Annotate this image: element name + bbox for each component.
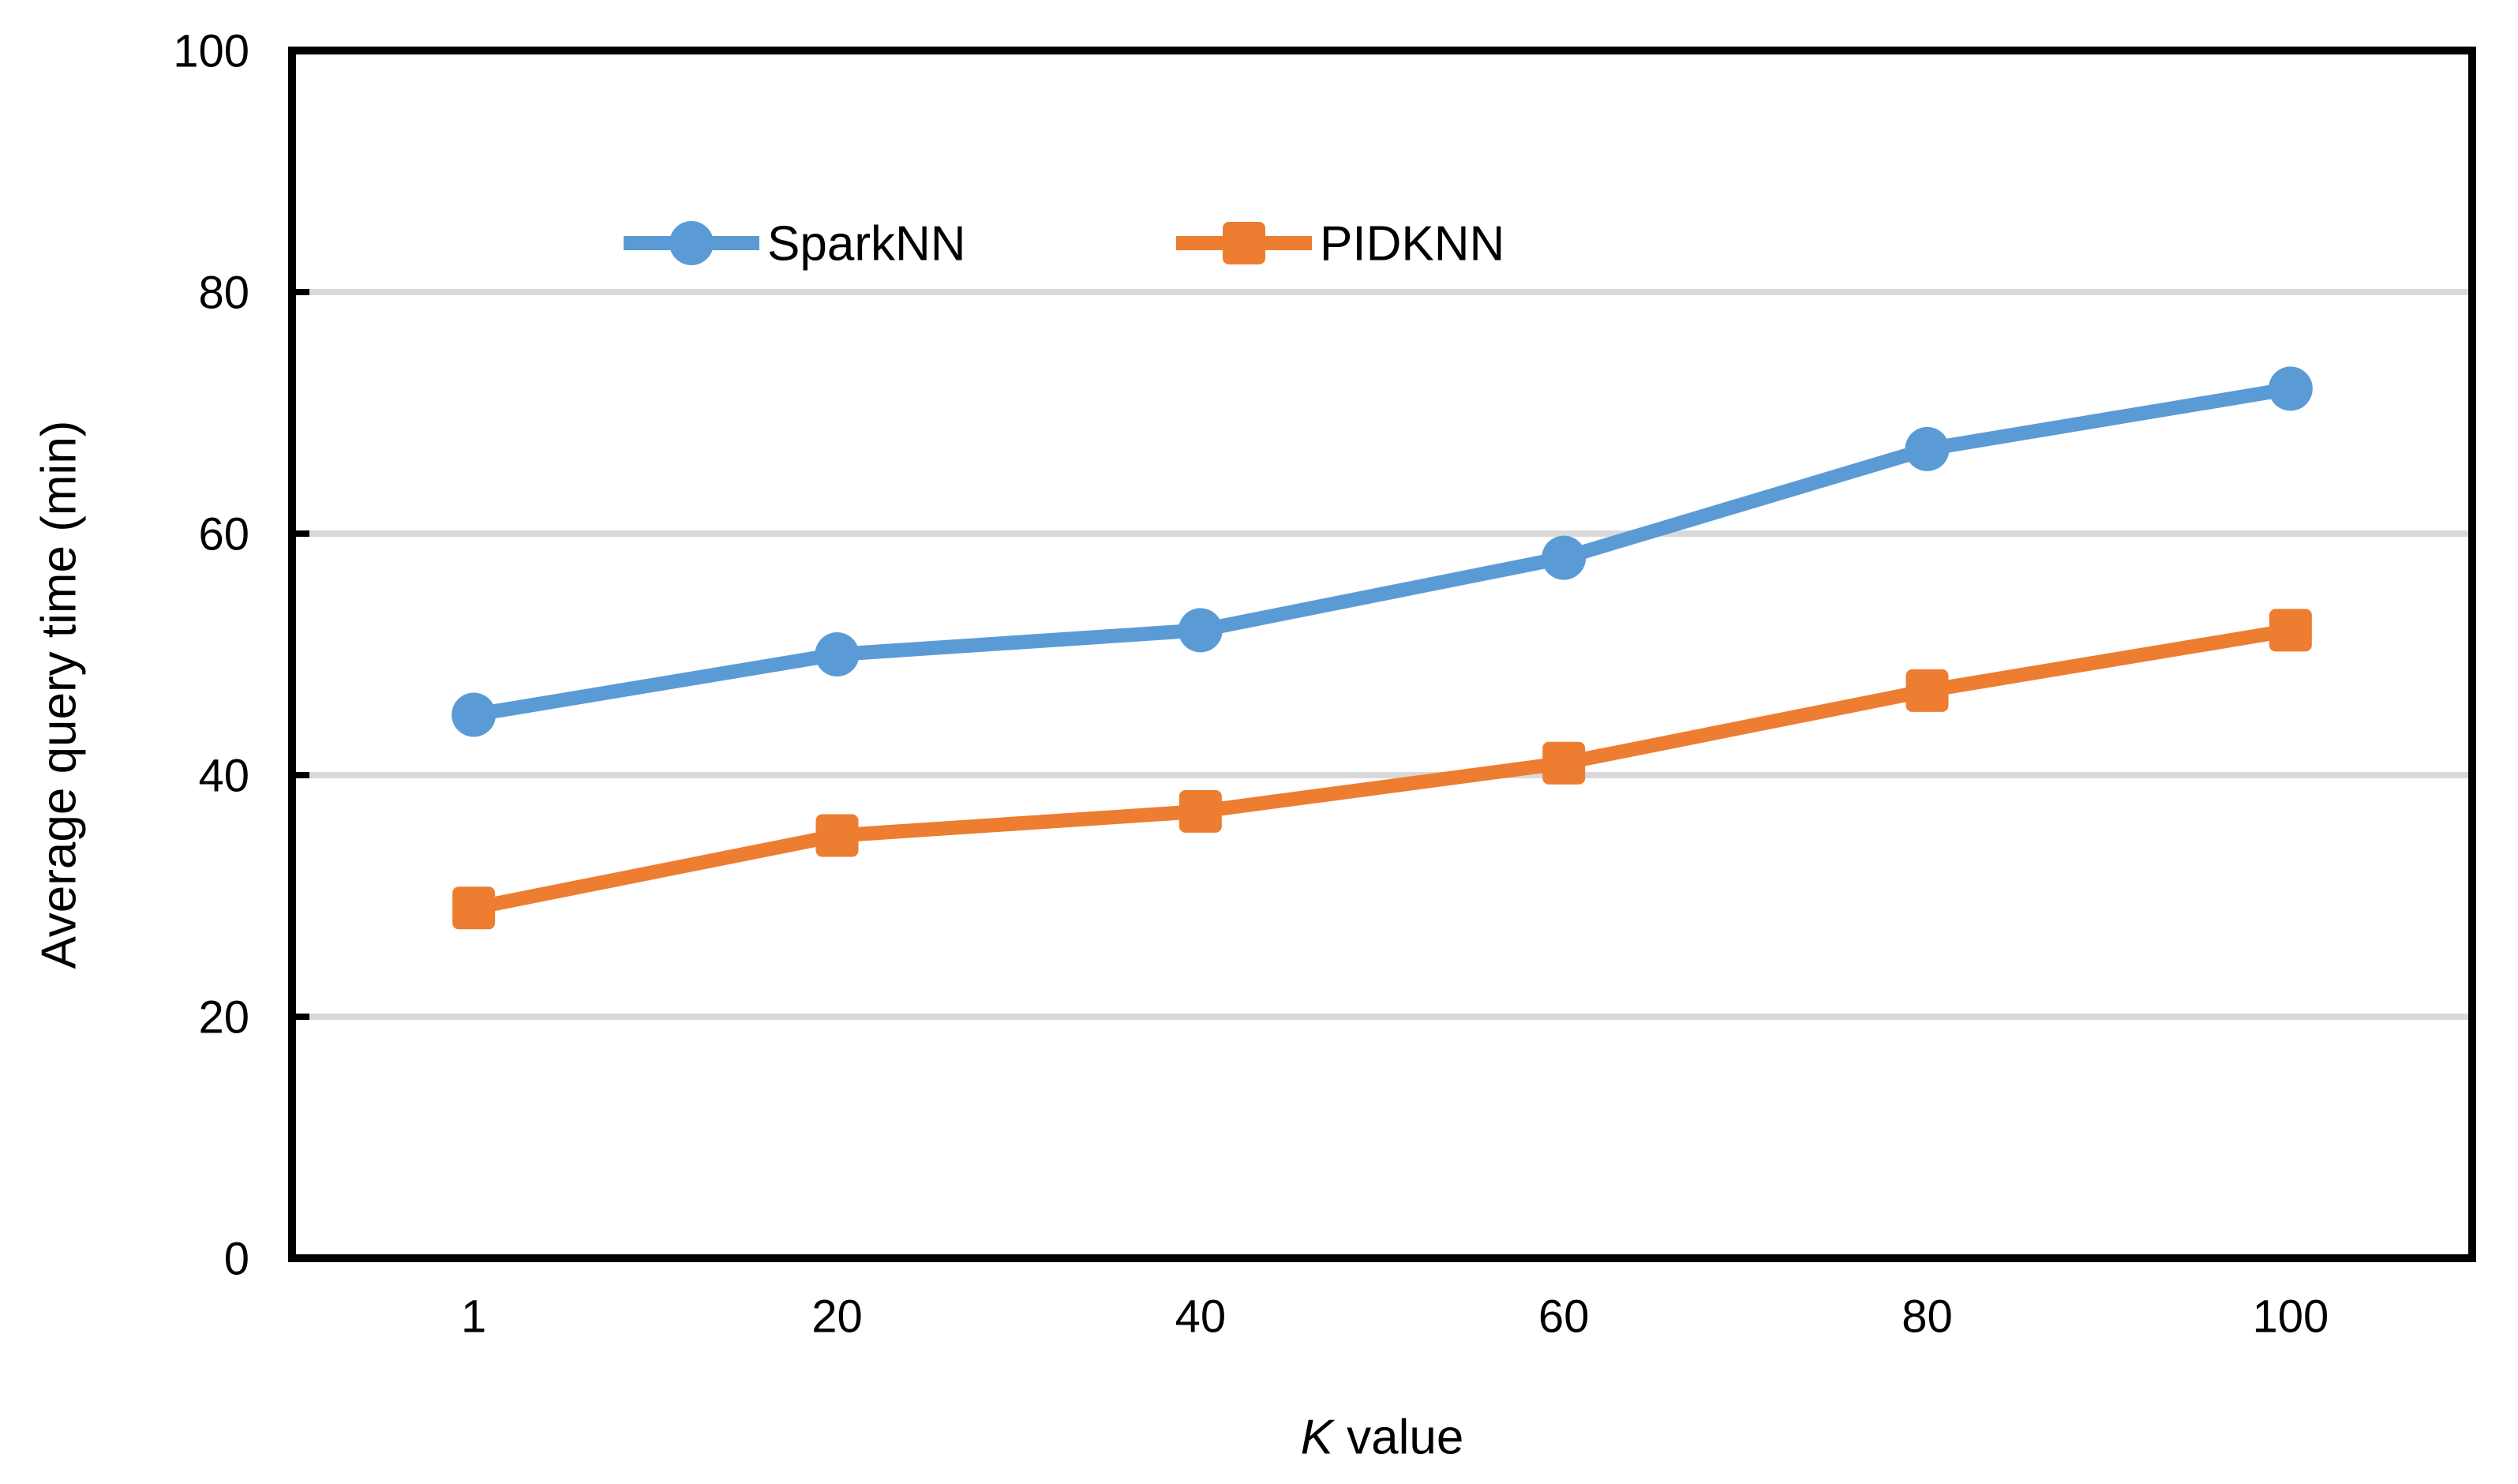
- x-axis-title-italic-k: K: [1301, 1411, 1336, 1465]
- y-axis-title: Average query time (min): [32, 421, 87, 969]
- plot-border: [288, 47, 2476, 1262]
- x-axis-title-rest: value: [1333, 1411, 1463, 1465]
- legend-item-pidknn: PIDKNN: [1176, 217, 1504, 272]
- data-point-pidknn-k20: [815, 814, 859, 857]
- legend-label-pidknn: PIDKNN: [1320, 217, 1504, 272]
- x-axis-labels-group: 1 20 40 60 80 100: [461, 1291, 2329, 1342]
- data-point-sparknn-k40: [1178, 608, 1223, 653]
- y-axis-labels-group: 0 20 40 60 80 100: [173, 25, 249, 1284]
- series-markers-pidknn: [452, 609, 2312, 930]
- data-point-pidknn-k1: [452, 886, 496, 930]
- y-axis-label-80: 80: [198, 267, 249, 318]
- data-point-pidknn-k40: [1178, 789, 1222, 833]
- y-axis-label-40: 40: [198, 750, 249, 801]
- y-axis-label-60: 60: [198, 508, 249, 560]
- series-line-pidknn: [467, 623, 2298, 916]
- y-axis-label-20: 20: [198, 991, 249, 1043]
- x-axis-label-60: 60: [1538, 1291, 1590, 1342]
- legend-square-marker-icon: [1223, 222, 1265, 264]
- data-point-pidknn-k60: [1542, 741, 1586, 785]
- x-axis-label-1: 1: [461, 1291, 486, 1342]
- gridlines-group: [292, 289, 2472, 1020]
- data-point-sparknn-k80: [1905, 426, 1950, 471]
- data-point-pidknn-k80: [1905, 669, 1949, 712]
- legend: SparkNN PIDKNN: [624, 217, 1504, 272]
- legend-circle-marker-icon: [669, 221, 714, 265]
- data-point-sparknn-k1: [452, 692, 496, 737]
- series-line-sparknn: [467, 381, 2298, 722]
- legend-label-sparknn: SparkNN: [767, 217, 966, 272]
- x-axis-label-80: 80: [1902, 1291, 1953, 1342]
- y-axis-label-100: 100: [173, 25, 249, 77]
- data-point-sparknn-k20: [815, 632, 860, 676]
- data-point-pidknn-k100: [2269, 609, 2312, 652]
- x-axis-label-100: 100: [2252, 1291, 2329, 1342]
- x-axis-title: K value: [1301, 1411, 1464, 1465]
- data-point-sparknn-k100: [2268, 366, 2313, 411]
- x-axis-label-20: 20: [811, 1291, 863, 1342]
- x-axis-label-40: 40: [1175, 1291, 1227, 1342]
- y-axis-label-0: 0: [224, 1233, 249, 1284]
- data-point-sparknn-k60: [1542, 535, 1587, 580]
- legend-item-sparknn: SparkNN: [624, 217, 966, 272]
- series-markers-sparknn: [452, 366, 2313, 737]
